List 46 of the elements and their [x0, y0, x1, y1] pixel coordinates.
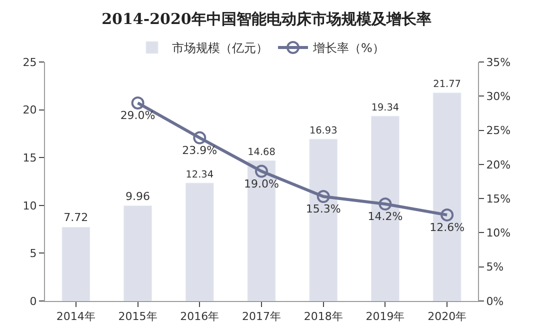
- bar: [185, 182, 214, 301]
- x-tick-label: 2018年: [304, 310, 343, 324]
- bar: [124, 206, 152, 301]
- data-label: 15.3%: [306, 202, 341, 216]
- legend-label: 市场规模（亿元）: [172, 41, 268, 56]
- data-label: 14.2%: [368, 210, 403, 224]
- data-label: 7.72: [64, 211, 88, 224]
- data-label: 19.34: [371, 102, 400, 114]
- y2-tick-label: 20%: [486, 158, 511, 172]
- x-tick-label: 2016年: [180, 310, 220, 324]
- data-label: 23.9%: [182, 144, 218, 157]
- y2-tick-label: 0%: [486, 294, 504, 308]
- data-label: 16.93: [309, 126, 338, 136]
- data-label: 14.68: [248, 147, 276, 158]
- point: [131, 96, 144, 110]
- point: [316, 190, 330, 204]
- point: [193, 131, 206, 144]
- y-tick-label: 20: [22, 104, 37, 117]
- data-label: 19.0%: [244, 177, 279, 190]
- y2-tick-label: 5%: [486, 260, 504, 274]
- y2-tick-label: 10%: [486, 226, 511, 240]
- y-tick-label: 25: [22, 56, 37, 69]
- y-tick-label: 10: [22, 199, 37, 212]
- point: [255, 164, 268, 178]
- x-tick-label: 2014年: [56, 310, 96, 324]
- x-tick-label: 2019年: [366, 310, 405, 324]
- data-label: 12.34: [186, 169, 214, 180]
- x-tick-label: 2020年: [428, 310, 467, 324]
- y2-tick-label: 15%: [486, 192, 511, 206]
- data-label: 12.6%: [430, 221, 465, 234]
- y2-tick-label: 35%: [486, 56, 511, 69]
- data-label: 9.96: [126, 190, 150, 203]
- point: [440, 208, 454, 222]
- legend-label: 增长率（%）: [312, 41, 384, 56]
- point: [378, 198, 392, 211]
- y-tick-label: 0: [30, 294, 37, 308]
- y2-tick-label: 25%: [486, 124, 511, 138]
- x-tick-label: 2015年: [118, 310, 158, 324]
- data-label: 21.77: [433, 79, 461, 90]
- y-tick-label: 15: [22, 151, 37, 164]
- y2-tick-label: 30%: [486, 90, 511, 103]
- chart-title: 2014-2020年中国智能电动床市场规模及增长率: [102, 10, 432, 28]
- x-tick-label: 2017年: [242, 310, 281, 324]
- data-label: 29.0%: [120, 109, 156, 122]
- y-tick-label: 5: [30, 247, 37, 260]
- bar: [62, 226, 90, 301]
